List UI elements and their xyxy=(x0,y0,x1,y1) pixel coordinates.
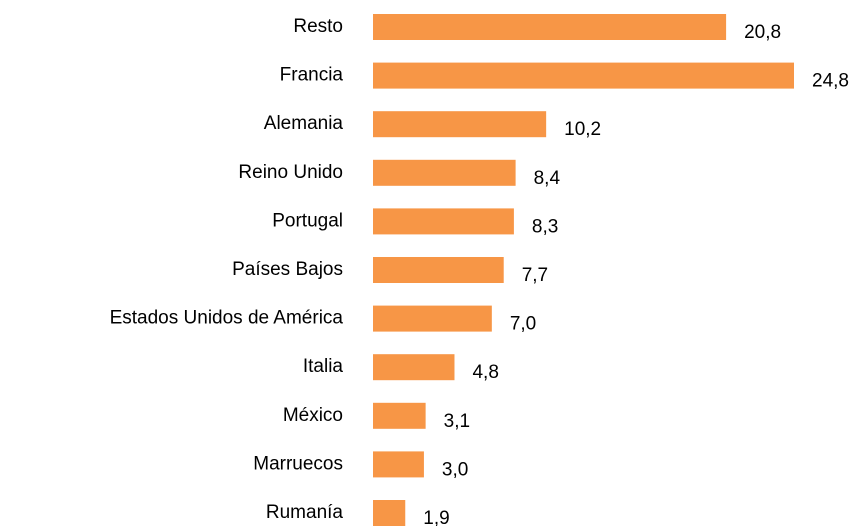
category-label: Reino Unido xyxy=(238,162,343,183)
value-label: 3,0 xyxy=(442,459,468,480)
category-label: Países Bajos xyxy=(232,259,343,280)
value-label: 8,3 xyxy=(532,216,558,237)
category-label: Rumanía xyxy=(266,502,344,523)
bar xyxy=(373,159,516,186)
value-label: 20,8 xyxy=(744,22,781,43)
bar xyxy=(373,402,426,429)
bar xyxy=(373,208,514,235)
bar xyxy=(373,257,504,283)
value-label: 24,8 xyxy=(812,71,849,92)
category-label: Alemania xyxy=(264,113,344,134)
category-label: Italia xyxy=(303,356,344,377)
category-label: Portugal xyxy=(272,210,343,231)
bar xyxy=(373,354,455,381)
value-label: 7,7 xyxy=(522,265,548,286)
value-label: 1,9 xyxy=(423,508,449,526)
category-label: Marruecos xyxy=(253,453,343,474)
value-label: 4,8 xyxy=(472,362,498,383)
value-label: 3,1 xyxy=(444,411,470,432)
bar xyxy=(373,14,727,40)
category-label: México xyxy=(283,405,343,426)
category-label: Francia xyxy=(280,65,344,86)
bar xyxy=(373,500,406,526)
category-label: Resto xyxy=(293,16,343,37)
value-label: 7,0 xyxy=(510,314,536,335)
category-label: Estados Unidos de América xyxy=(110,308,344,329)
bar xyxy=(373,62,794,89)
bar xyxy=(373,305,492,332)
value-label: 8,4 xyxy=(534,168,561,189)
bar xyxy=(373,111,547,138)
bar xyxy=(373,451,424,478)
value-label: 10,2 xyxy=(564,119,601,140)
